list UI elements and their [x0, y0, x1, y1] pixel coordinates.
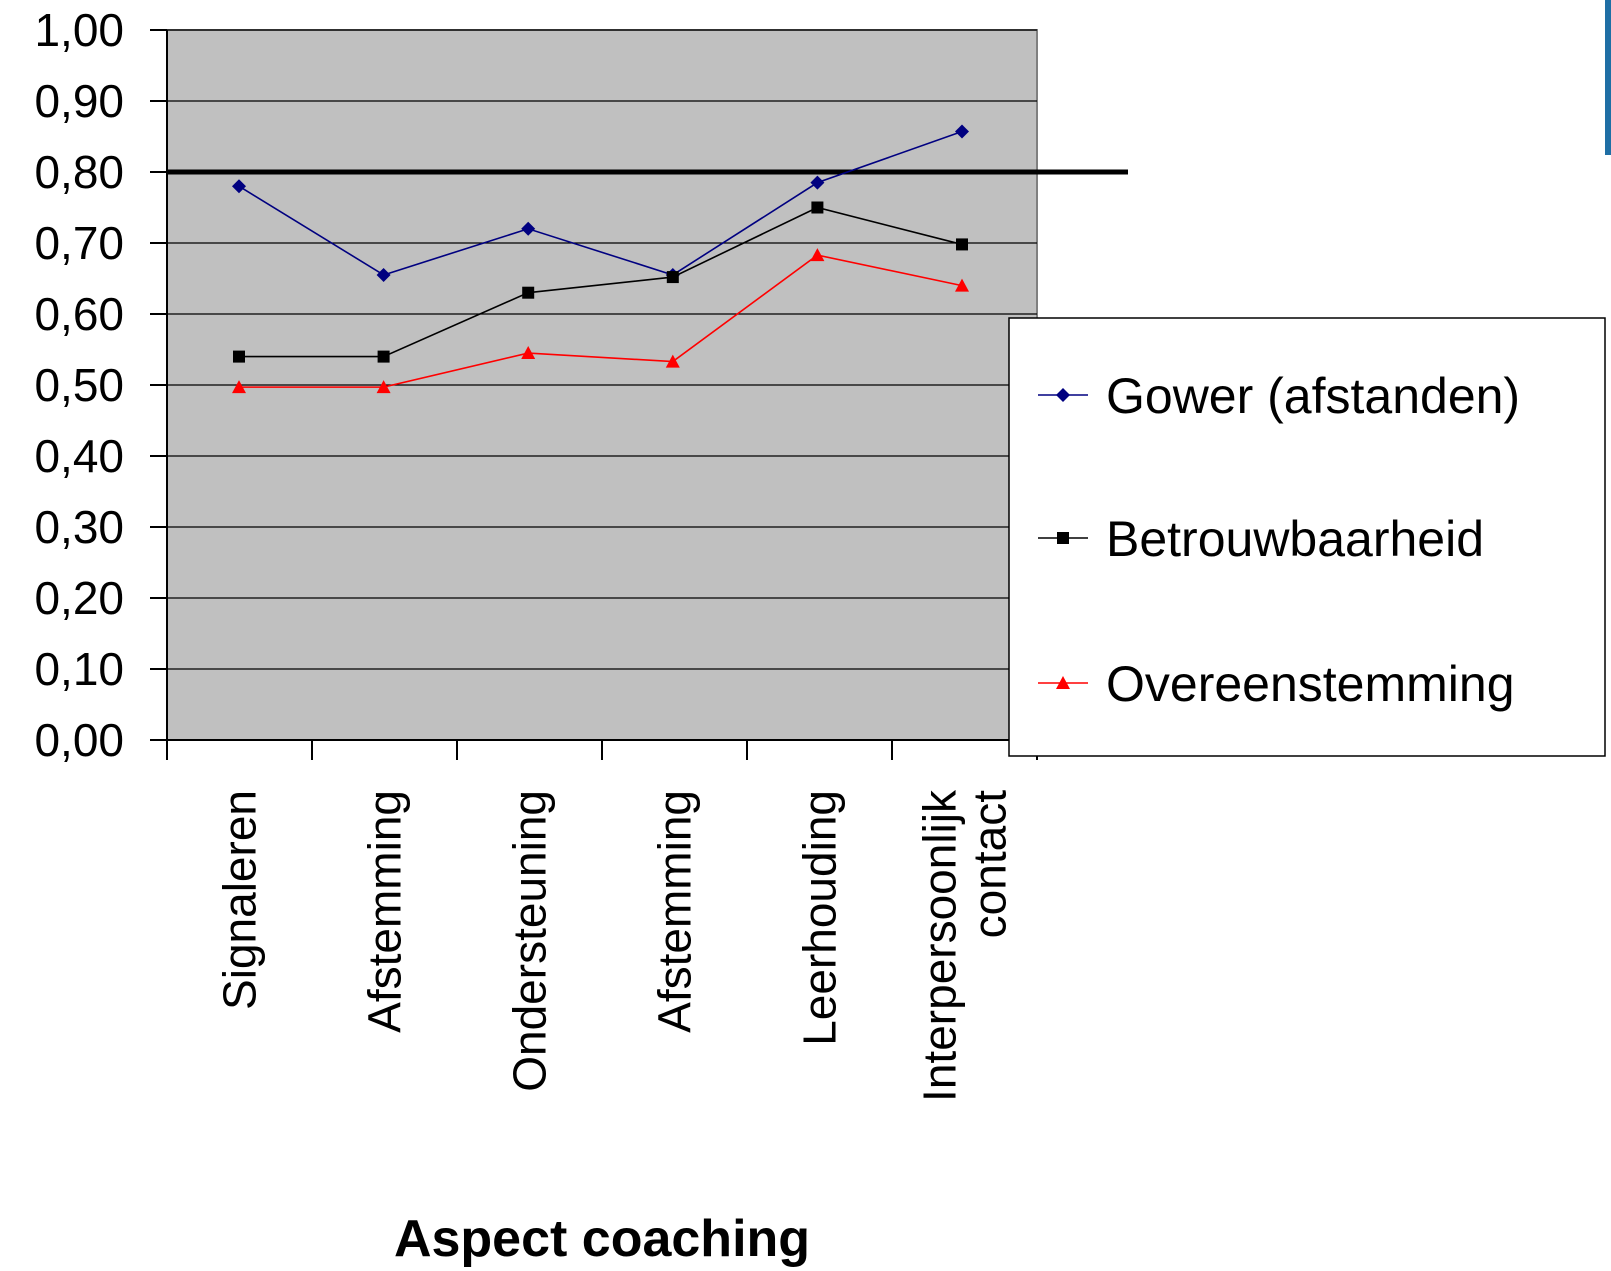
y-tick-label: 0,80	[34, 146, 124, 198]
legend-label: Overeenstemming	[1106, 656, 1515, 712]
legend-items: Gower (afstanden) Betrouwbaarheid Overeens…	[1038, 368, 1520, 712]
legend: Gower (afstanden) Betrouwbaarheid Overeens…	[1008, 317, 1606, 757]
data-point-triangle	[232, 380, 246, 394]
y-tick-label: 0,60	[34, 288, 124, 340]
legend-marker-square	[1057, 532, 1069, 544]
y-tick-label: 0,50	[34, 359, 124, 411]
data-point-square	[377, 350, 390, 363]
series-line	[239, 254, 963, 388]
x-category-label: Afstemming	[649, 790, 701, 1033]
data-point-diamond	[376, 267, 391, 282]
data-point-diamond	[521, 221, 536, 236]
data-point-triangle	[810, 248, 825, 262]
x-category-label: Signaleren	[214, 790, 266, 1010]
y-tick-label: 0,10	[34, 643, 124, 695]
x-category-label: Afstemming	[359, 790, 411, 1033]
data-point-triangle	[665, 354, 680, 368]
data-point-triangle	[955, 278, 969, 292]
data-point-triangle	[376, 380, 391, 394]
y-tick-labels: 0,00 0,10 0,20 0,30 0,40 0,50 0,60 0,70 0,80 0,90…	[34, 4, 124, 766]
legend-label: Betrouwbaarheid	[1106, 511, 1484, 567]
data-point-square	[666, 271, 679, 284]
y-tick-label: 0,40	[34, 430, 124, 482]
legend-marker-diamond	[1056, 388, 1070, 402]
series-line	[239, 206, 963, 358]
y-tick-label: 0,70	[34, 217, 124, 269]
data-point-square	[522, 286, 535, 299]
x-category-label: Ondersteuning	[504, 790, 556, 1092]
data-point-diamond	[810, 175, 825, 190]
data-point-diamond	[232, 179, 246, 194]
series-group	[232, 124, 969, 394]
x-axis-title: Aspect coaching	[394, 1210, 810, 1268]
data-point-square	[811, 201, 824, 214]
y-tick-label: 0,30	[34, 501, 124, 553]
legend-marker-triangle	[1056, 676, 1070, 689]
legend-box	[1008, 317, 1606, 757]
series-line	[238, 130, 963, 276]
y-tick-label: 0,90	[34, 75, 124, 127]
x-category-labels: Signaleren Afstemming Ondersteuning Afstemm…	[214, 789, 1016, 1102]
x-category-label: Leerhouding	[794, 790, 846, 1046]
edge-accent-bar	[1605, 0, 1611, 155]
x-category-label: Interpersoonlijk	[914, 789, 966, 1102]
axes	[150, 29, 1038, 760]
legend-label: Gower (afstanden)	[1106, 368, 1520, 424]
data-point-triangle	[521, 346, 536, 360]
y-tick-label: 0,00	[34, 714, 124, 766]
y-tick-label: 0,20	[34, 572, 124, 624]
data-point-diamond	[955, 124, 969, 139]
x-category-label: contact	[964, 790, 1016, 939]
data-point-square	[956, 238, 968, 251]
data-point-square	[233, 350, 245, 363]
y-tick-label: 1,00	[34, 4, 124, 56]
